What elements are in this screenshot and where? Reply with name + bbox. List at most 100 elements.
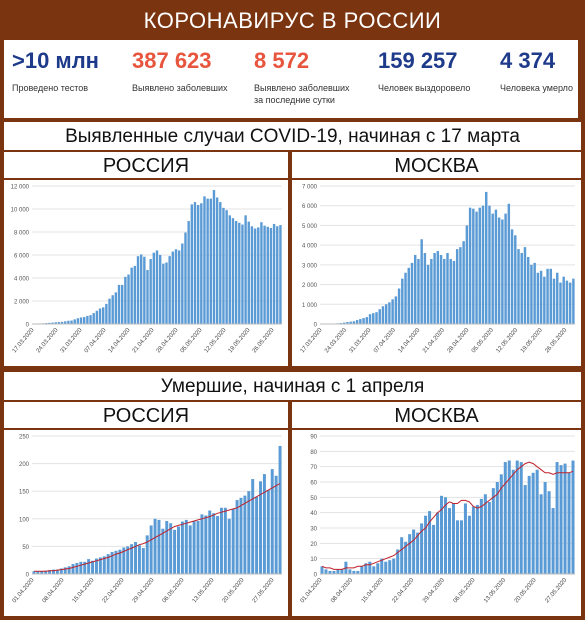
x-tick-label: 06.05.2020 [453, 577, 477, 604]
bar [417, 258, 420, 324]
x-tick-label: 28.04.2020 [447, 327, 471, 354]
bar [396, 549, 400, 574]
bar [251, 479, 255, 574]
chart-cases-russia: 0 2 000 4 000 6 000 8 000 10 000 12 000 17.03.2… [4, 180, 288, 366]
bar [507, 460, 511, 574]
bar [355, 320, 359, 324]
bar [424, 515, 428, 574]
bar [467, 515, 471, 574]
bar [380, 558, 384, 574]
bar [59, 568, 63, 574]
bar [526, 256, 530, 324]
x-tick-label: 21.04.2020 [422, 327, 446, 354]
bar [266, 226, 269, 324]
bar [381, 306, 385, 324]
bar [349, 321, 352, 324]
y-tick-label: 80 [310, 450, 317, 456]
y-tick-label: 100 [19, 517, 30, 523]
bar [87, 559, 91, 574]
y-tick-label: 250 [19, 435, 30, 441]
bar [567, 472, 571, 574]
bar [397, 288, 401, 324]
bar [162, 263, 165, 324]
bar [388, 302, 391, 324]
bar [420, 239, 423, 324]
x-tick-label: 05.05.2020 [471, 327, 495, 354]
bar [130, 544, 134, 574]
bar [64, 321, 67, 324]
bar [462, 241, 465, 324]
stat-deaths: 4 374 Человека умерло [500, 46, 573, 94]
stat-label: Выявлено заболевших за последние сутки [254, 83, 350, 105]
bar [487, 501, 491, 574]
x-tick-label: 06.05.2020 [162, 577, 186, 604]
bar [196, 521, 200, 574]
bar [423, 253, 427, 324]
bar [530, 264, 533, 324]
bar [559, 465, 563, 574]
y-tick-label: 0 [314, 323, 318, 329]
bar [219, 507, 223, 574]
bar [158, 255, 162, 324]
bar [241, 224, 244, 324]
bar [375, 312, 378, 324]
stat-tests: >10 млн Проведено тестов [12, 46, 99, 94]
bar [95, 310, 99, 324]
y-tick-label: 4 000 [14, 277, 30, 283]
bar [446, 253, 449, 324]
bar [155, 250, 159, 324]
x-tick-label: 24.03.2020 [36, 327, 60, 354]
x-tick-label: 07.04.2020 [373, 327, 397, 354]
bar [173, 529, 177, 574]
y-tick-label: 40 [310, 511, 317, 517]
bar [479, 498, 483, 574]
bar [364, 563, 368, 574]
x-tick-label: 13.05.2020 [192, 577, 216, 604]
bar [407, 267, 410, 324]
bar [122, 547, 126, 574]
bar [120, 284, 124, 324]
bar [556, 272, 559, 324]
x-tick-label: 31.03.2020 [349, 327, 373, 354]
bar [413, 255, 417, 324]
bar [260, 222, 263, 324]
x-tick-label: 14.04.2020 [108, 327, 132, 354]
bar [443, 258, 446, 324]
bar [181, 243, 184, 324]
bar [247, 491, 251, 574]
bar [105, 303, 108, 324]
bar [243, 495, 247, 574]
bar [86, 315, 89, 324]
bar [44, 570, 48, 574]
stat-label: Проведено тестов [12, 83, 89, 93]
x-tick-label: 01.04.2020 [12, 577, 36, 604]
bar [209, 198, 212, 324]
bar [157, 519, 161, 574]
bar [430, 258, 433, 324]
bar [130, 267, 133, 324]
x-tick-label: 24.03.2020 [324, 327, 348, 354]
x-tick-label: 08.04.2020 [42, 577, 66, 604]
stat-recovered: 159 257 Человек выздоровело [378, 46, 470, 94]
bar [481, 205, 485, 324]
bar [203, 196, 206, 324]
y-tick-label: 12 000 [11, 185, 30, 191]
bar [568, 282, 572, 324]
bar [274, 475, 278, 574]
bar [63, 567, 67, 574]
bar [196, 204, 200, 324]
bar [51, 322, 54, 324]
bar [190, 204, 194, 324]
x-tick-label: 28.04.2020 [156, 327, 180, 354]
y-tick-label: 70 [310, 465, 317, 471]
bar [127, 274, 130, 324]
x-tick-label: 27.05.2020 [252, 577, 276, 604]
trend-line [321, 461, 574, 570]
bar [75, 562, 79, 574]
bar [449, 258, 452, 324]
bar [510, 229, 514, 324]
bar [365, 317, 369, 324]
bar [257, 227, 260, 324]
bar [263, 225, 266, 324]
y-tick-label: 150 [19, 490, 30, 496]
